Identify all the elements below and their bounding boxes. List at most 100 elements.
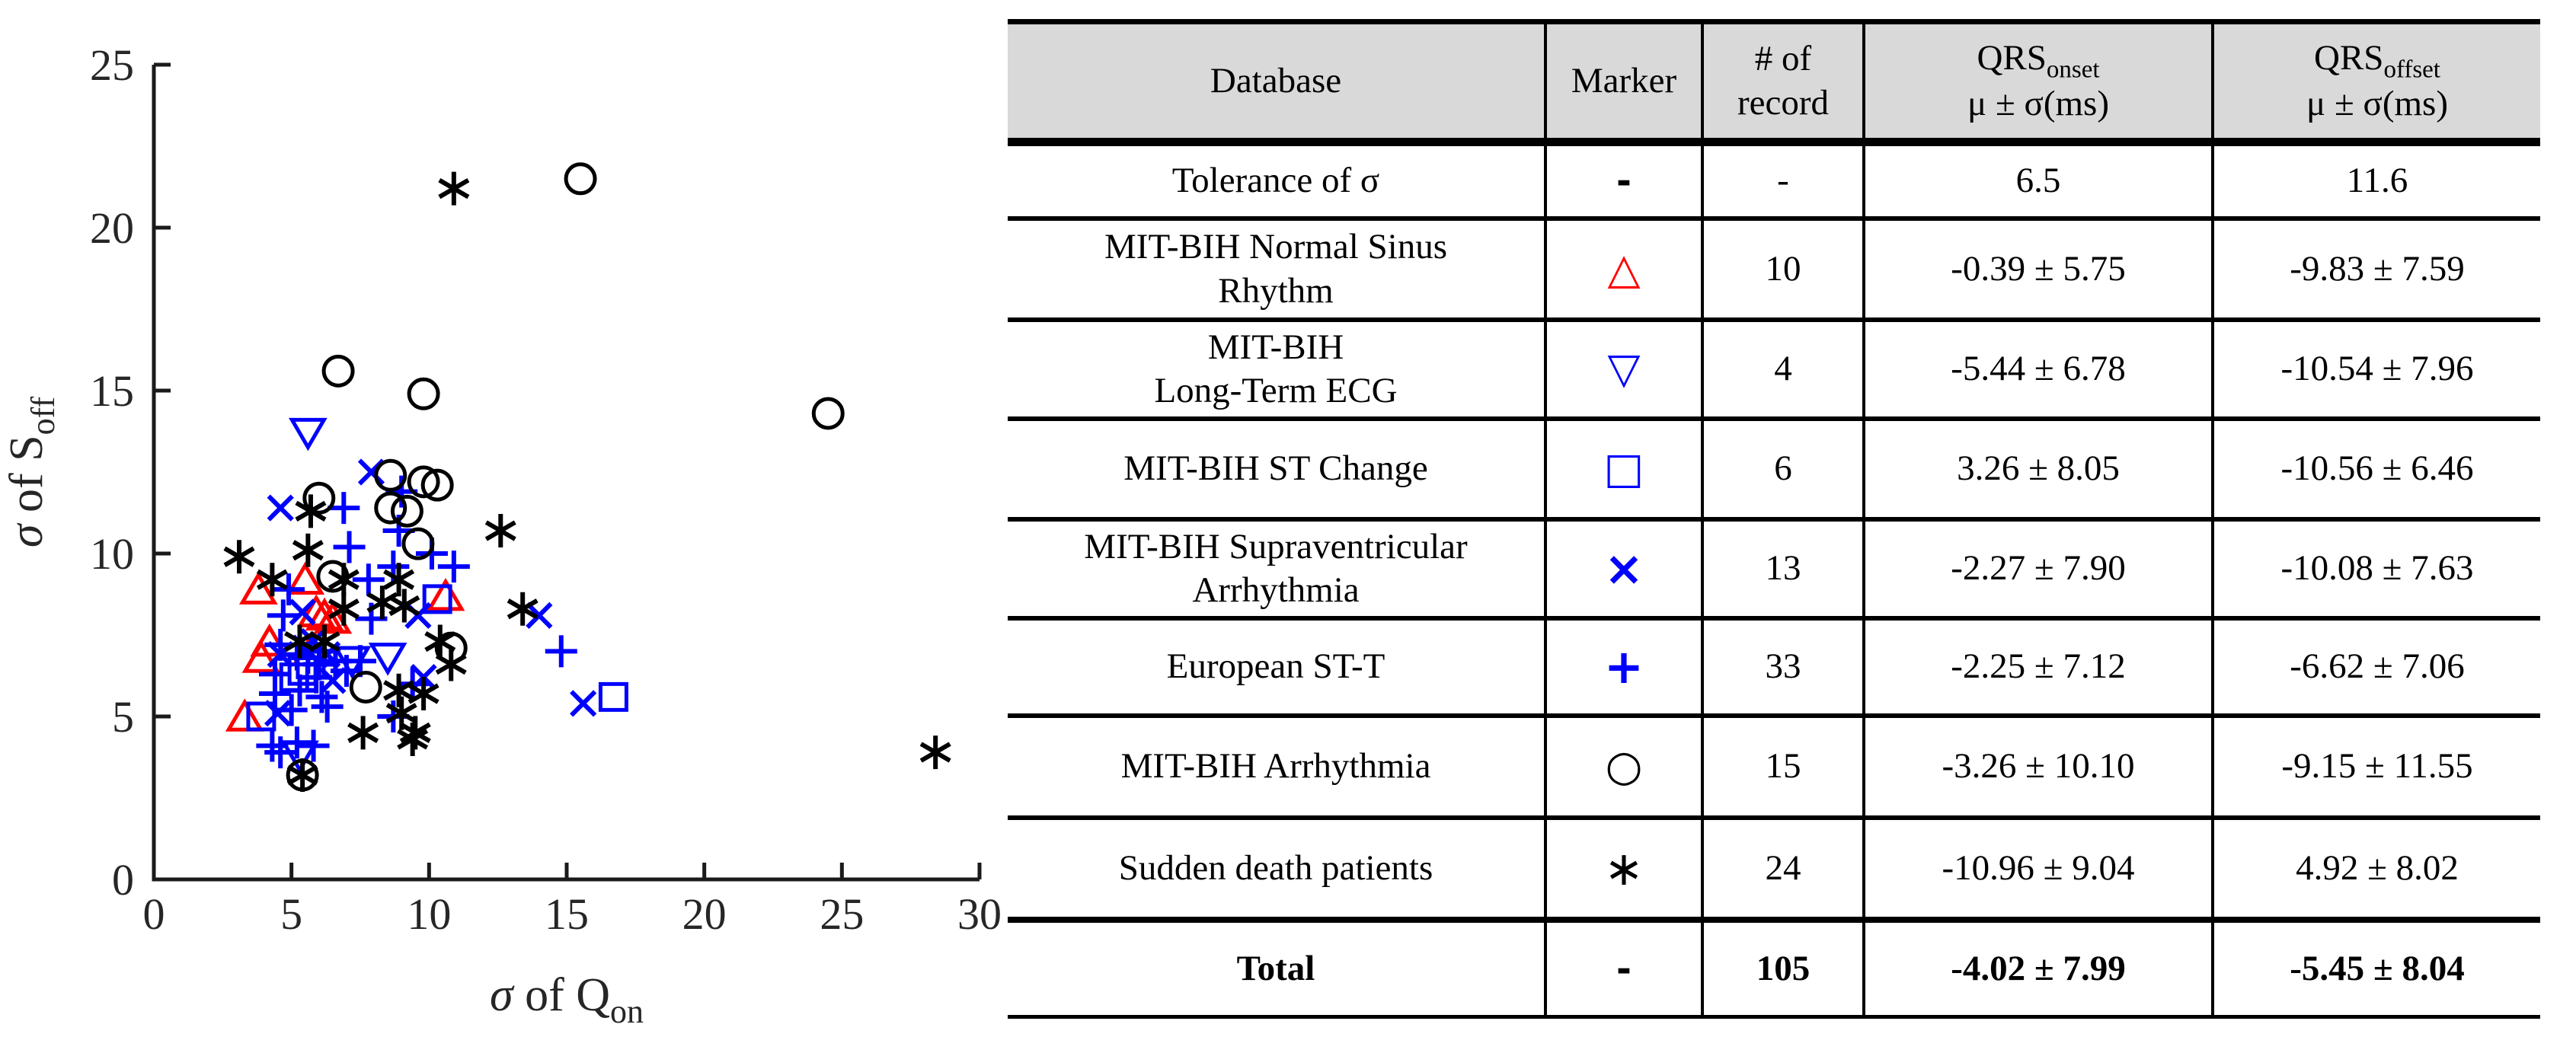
data-point	[347, 716, 379, 750]
data-point	[598, 681, 628, 712]
data-point	[273, 573, 305, 606]
data-point	[313, 600, 353, 634]
data-point	[374, 458, 407, 492]
x-tick-label: 15	[545, 889, 589, 939]
data-point	[383, 673, 415, 707]
data-point	[383, 563, 415, 597]
data-point	[287, 656, 318, 686]
data-point	[275, 694, 308, 726]
data-point	[407, 465, 440, 499]
table-row-cell-onset: -3.26 ± 10.10	[1865, 718, 2214, 820]
table-row-cell-records: 6	[1704, 421, 1865, 522]
axes	[152, 62, 982, 882]
data-point	[256, 729, 289, 762]
table-row-cell-records: 33	[1704, 621, 1865, 718]
table-row-cell-marker: -	[1547, 923, 1704, 1019]
table-row-cell-onset: -2.27 ± 7.90	[1865, 522, 2214, 621]
triangle-down-icon: ▽	[1607, 344, 1641, 394]
table-row-cell-marker: □	[1547, 421, 1704, 522]
data-point	[288, 417, 328, 452]
data-point	[321, 354, 355, 388]
data-point	[811, 397, 845, 430]
data-point	[280, 726, 313, 759]
data-point	[352, 563, 385, 596]
header-records: # of record	[1704, 19, 1865, 146]
table-row-cell-database: Tolerance of σ	[1008, 146, 1547, 221]
y-tick-label: 10	[90, 529, 134, 579]
header-qrs-offset: QRSoffset μ ± σ(ms)	[2214, 19, 2540, 146]
plus-marker-icon: +	[1604, 639, 1644, 694]
data-point	[385, 696, 417, 730]
data-point	[297, 729, 330, 762]
header-qrs-onset: QRSonset μ ± σ(ms)	[1865, 19, 2214, 146]
table-row-cell-marker: +	[1547, 621, 1704, 718]
data-point	[238, 571, 278, 605]
table-row-cell-marker: ∗	[1547, 820, 1704, 923]
table-row-cell-onset: -2.25 ± 7.12	[1865, 621, 2214, 718]
y-tick-label: 25	[90, 40, 134, 90]
data-point	[407, 377, 440, 410]
table-row-cell-database: MIT-BIH Arrhythmia	[1008, 718, 1547, 820]
data-point	[420, 468, 454, 502]
table-row-cell-records: 105	[1704, 923, 1865, 1019]
series-circle	[286, 162, 845, 792]
data-point	[374, 491, 407, 525]
x-tick-label: 25	[820, 889, 864, 939]
table-row-cell-offset: -10.54 ± 7.96	[2214, 322, 2540, 421]
data-point	[407, 677, 439, 711]
data-point	[284, 624, 316, 659]
data-point	[286, 561, 325, 595]
qrs-offset-units: μ ± σ(ms)	[2306, 83, 2448, 123]
data-point	[223, 540, 255, 574]
data-point	[388, 589, 420, 623]
table-row-cell-marker: △	[1547, 221, 1704, 322]
x-marker-icon: ×	[1604, 541, 1644, 596]
data-point	[264, 736, 297, 769]
table-row-cell-records: 10	[1704, 221, 1865, 322]
table-row-cell-database: MIT-BIH Normal Sinus Rhythm	[1008, 221, 1547, 322]
tick-marks	[152, 62, 982, 882]
table-row-cell-onset: -0.39 ± 5.75	[1865, 221, 2214, 322]
table-row-cell-offset: -10.56 ± 6.46	[2214, 421, 2540, 522]
data-point	[390, 494, 423, 528]
data-point	[397, 722, 429, 756]
data-point	[258, 678, 291, 710]
table-row-cell-marker: -	[1547, 146, 1704, 221]
data-point	[424, 624, 456, 659]
data-point	[283, 674, 316, 707]
data-point	[295, 494, 327, 528]
data-point	[302, 648, 335, 681]
table-row-cell-records: 13	[1704, 522, 1865, 621]
table-row-cell-database: European ST-T	[1008, 621, 1547, 718]
series-plus	[256, 475, 577, 769]
data-point	[267, 599, 299, 632]
y-tick-label: 0	[112, 855, 134, 905]
square-icon: □	[1603, 444, 1644, 493]
x-tick-label: 0	[143, 889, 165, 939]
data-point	[328, 492, 360, 525]
data-point	[225, 698, 264, 732]
data-point	[437, 550, 470, 583]
data-point	[919, 736, 951, 770]
table-row-cell-onset: -4.02 ± 7.99	[1865, 923, 2214, 1019]
y-tick-label: 20	[90, 203, 134, 253]
data-point	[435, 647, 467, 681]
data-point	[264, 700, 292, 727]
data-point	[302, 481, 336, 515]
data-point	[564, 162, 597, 196]
data-point	[300, 661, 333, 694]
data-point	[368, 643, 407, 676]
table-row-cell-records: 24	[1704, 820, 1865, 923]
header-database: Database	[1008, 19, 1547, 146]
marker-dash: -	[1616, 947, 1632, 991]
qrs-onset-units: μ ± σ(ms)	[1967, 83, 2109, 123]
table-row-cell-offset: -5.45 ± 8.04	[2214, 923, 2540, 1019]
table-row-cell-onset: -5.44 ± 6.78	[1865, 322, 2214, 421]
data-point	[308, 624, 340, 659]
table-row-cell-database: Sudden death patients	[1008, 820, 1547, 923]
x-tick-label: 5	[280, 889, 302, 939]
table-row-cell-onset: 6.5	[1865, 146, 2214, 221]
data-point	[507, 592, 539, 626]
data-point	[422, 584, 452, 614]
